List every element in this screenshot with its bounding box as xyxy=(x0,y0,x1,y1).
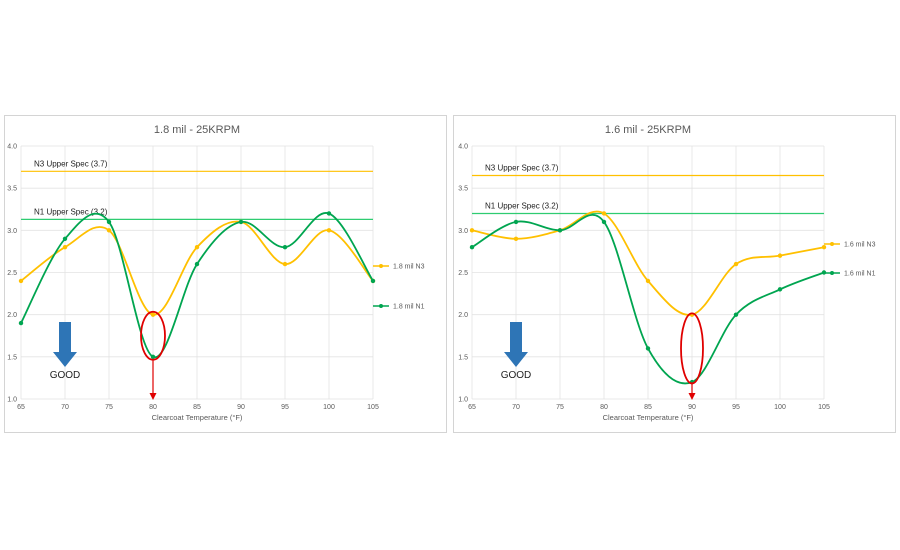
data-point-n1 xyxy=(150,354,156,360)
down-arrow-icon xyxy=(53,322,77,367)
data-point-n3 xyxy=(194,245,200,250)
y-tick-label: 3.0 xyxy=(458,228,468,235)
chart-panel-left: 1.8 mil - 25KRPM 1.0 1.5 2.0 2.5 3.0 3.5 4.0 65 7… xyxy=(4,115,447,433)
data-point-n1 xyxy=(106,219,112,225)
y-tick-label: 3.5 xyxy=(7,186,17,193)
y-tick-label: 4.0 xyxy=(458,144,468,151)
data-point-n1 xyxy=(733,312,739,317)
data-point-n3 xyxy=(62,245,68,250)
y-tick-label: 4.0 xyxy=(7,144,17,151)
x-tick-label: 85 xyxy=(193,404,201,411)
x-tick-label: 70 xyxy=(512,404,520,411)
legend-label-n1: 1.8 mil N1 xyxy=(393,304,425,311)
x-tick-label: 80 xyxy=(600,404,608,411)
data-point-n3 xyxy=(645,278,651,284)
n1-upper-spec-label: N1 Upper Spec (3.2) xyxy=(485,201,559,210)
down-arrow-icon xyxy=(504,322,528,367)
y-tick-label: 3.0 xyxy=(7,228,17,235)
y-tick-label: 1.0 xyxy=(7,397,17,404)
chart-title: 1.8 mil - 25KRPM xyxy=(154,124,240,136)
x-tick-label: 65 xyxy=(17,404,25,411)
y-tick-label: 2.0 xyxy=(458,312,468,319)
legend-label-n1: 1.6 mil N1 xyxy=(844,271,876,278)
data-point-n3 xyxy=(777,253,783,258)
legend-label-n3: 1.8 mil N3 xyxy=(393,264,425,271)
good-label: GOOD xyxy=(501,370,532,381)
y-tick-label: 1.0 xyxy=(458,397,468,404)
data-point-n3 xyxy=(469,228,475,233)
y-tick-label: 2.5 xyxy=(458,270,468,277)
y-tick-label: 2.0 xyxy=(7,312,17,319)
good-label: GOOD xyxy=(50,370,81,381)
data-point-n1 xyxy=(18,320,24,326)
data-point-n3 xyxy=(821,245,827,250)
chart-panel-right: 1.6 mil - 25KRPM 1.0 1.5 2.0 2.5 3.0 3.5 4.0 65 7… xyxy=(453,115,896,433)
data-point-n3 xyxy=(150,312,156,317)
data-point-n1 xyxy=(777,287,783,292)
y-tick-label: 1.5 xyxy=(7,354,17,361)
data-point-n1 xyxy=(513,219,519,225)
legend-marker-n1 xyxy=(830,271,834,275)
chart-title: 1.6 mil - 25KRPM xyxy=(605,124,691,136)
x-tick-label: 75 xyxy=(556,404,564,411)
n3-upper-spec-label: N3 Upper Spec (3.7) xyxy=(485,164,559,173)
x-tick-label: 80 xyxy=(149,404,157,411)
x-axis-label: Clearcoat Temperature (°F) xyxy=(603,413,694,422)
data-point-n1 xyxy=(282,245,288,250)
x-tick-label: 100 xyxy=(774,404,786,411)
data-point-n1 xyxy=(62,236,68,241)
data-point-n3 xyxy=(18,278,24,284)
y-tick-label: 2.5 xyxy=(7,270,17,277)
x-tick-label: 95 xyxy=(281,404,289,411)
data-point-n3 xyxy=(282,261,288,267)
legend-marker-n1 xyxy=(379,304,383,308)
x-tick-label: 85 xyxy=(644,404,652,411)
x-tick-label: 105 xyxy=(818,404,830,411)
x-tick-label: 105 xyxy=(367,404,379,411)
x-tick-label: 90 xyxy=(237,404,245,411)
data-point-n1 xyxy=(645,346,651,351)
red-down-arrow-icon xyxy=(688,393,696,400)
chart-right: 1.6 mil - 25KRPM 1.0 1.5 2.0 2.5 3.0 3.5 4.0 65 7… xyxy=(458,124,876,422)
red-down-arrow-icon xyxy=(149,393,157,400)
legend-label-n3: 1.6 mil N3 xyxy=(844,242,876,249)
data-point-n1 xyxy=(326,211,332,216)
data-point-n1 xyxy=(557,228,563,233)
legend-marker-n3 xyxy=(830,242,834,246)
y-tick-label: 1.5 xyxy=(458,354,468,361)
n1-upper-spec-label: N1 Upper Spec (3.2) xyxy=(34,207,108,216)
n3-upper-spec-label: N3 Upper Spec (3.7) xyxy=(34,159,108,168)
x-tick-label: 65 xyxy=(468,404,476,411)
data-point-n1 xyxy=(238,219,244,225)
x-tick-label: 90 xyxy=(688,404,696,411)
data-point-n1 xyxy=(370,278,376,284)
x-axis-label: Clearcoat Temperature (°F) xyxy=(152,413,243,422)
x-tick-label: 100 xyxy=(323,404,335,411)
data-point-n3 xyxy=(513,236,519,241)
x-tick-label: 75 xyxy=(105,404,113,411)
data-point-n1 xyxy=(194,261,200,267)
data-point-n3 xyxy=(733,261,739,267)
chart-left: 1.8 mil - 25KRPM 1.0 1.5 2.0 2.5 3.0 3.5 4.0 65 7… xyxy=(7,124,425,422)
data-point-n3 xyxy=(106,228,112,233)
data-point-n3 xyxy=(601,211,607,216)
data-point-n3 xyxy=(326,228,332,233)
data-point-n1 xyxy=(601,219,607,225)
legend-marker-n3 xyxy=(379,264,383,268)
x-tick-label: 95 xyxy=(732,404,740,411)
x-tick-label: 70 xyxy=(61,404,69,411)
data-point-n1 xyxy=(469,245,475,250)
y-tick-label: 3.5 xyxy=(458,186,468,193)
series-line-n1 xyxy=(20,212,374,358)
